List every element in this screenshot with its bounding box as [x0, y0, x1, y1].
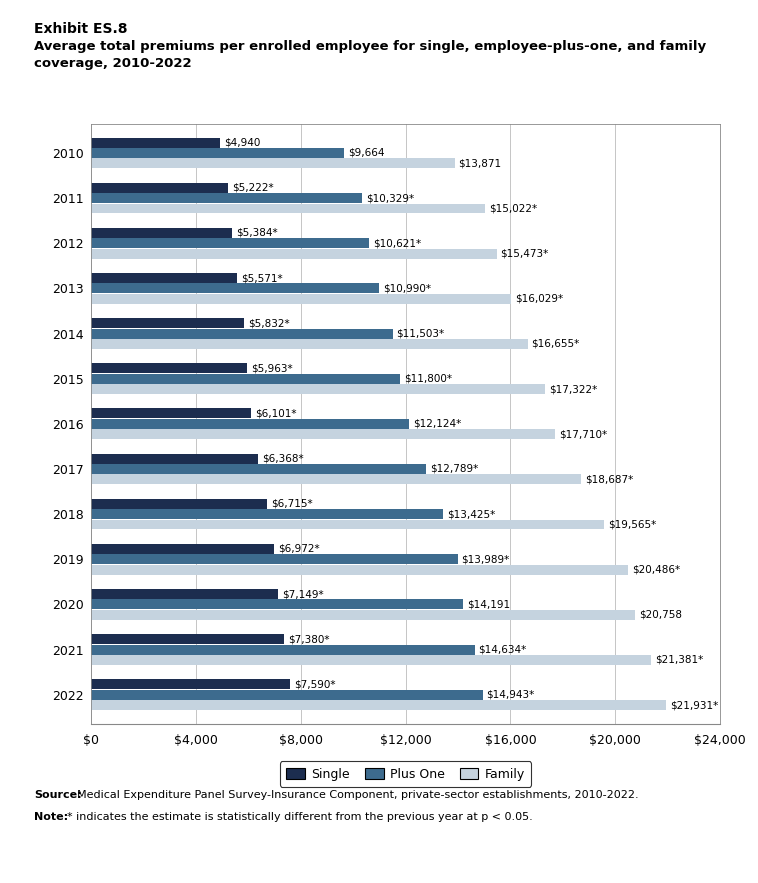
Bar: [91, 645, 475, 654]
Bar: [91, 509, 443, 519]
Bar: [91, 409, 251, 419]
Text: $7,380*: $7,380*: [288, 634, 330, 645]
Bar: [91, 273, 237, 283]
Text: $16,655*: $16,655*: [531, 339, 580, 349]
Text: Source:: Source:: [34, 790, 82, 800]
Bar: [91, 464, 426, 474]
Text: $20,486*: $20,486*: [632, 564, 680, 575]
Bar: [91, 283, 379, 293]
Text: $17,322*: $17,322*: [549, 384, 597, 394]
Text: $20,758: $20,758: [639, 610, 682, 620]
Bar: [91, 519, 604, 530]
Text: $15,473*: $15,473*: [500, 249, 549, 259]
Text: $11,800*: $11,800*: [404, 374, 453, 384]
Bar: [91, 238, 369, 248]
Bar: [91, 318, 244, 328]
Bar: [91, 565, 628, 575]
Text: $10,990*: $10,990*: [383, 283, 431, 293]
Bar: [91, 203, 485, 214]
Text: $7,590*: $7,590*: [294, 679, 335, 690]
Bar: [91, 474, 581, 485]
Bar: [91, 555, 458, 564]
Text: $21,931*: $21,931*: [670, 700, 718, 710]
Bar: [91, 328, 393, 338]
Text: $7,149*: $7,149*: [282, 589, 324, 599]
Text: $5,571*: $5,571*: [241, 273, 283, 283]
Text: $16,029*: $16,029*: [515, 294, 563, 304]
Text: $6,101*: $6,101*: [255, 409, 296, 419]
Text: $6,368*: $6,368*: [262, 454, 303, 464]
Bar: [91, 589, 278, 599]
Text: $5,963*: $5,963*: [251, 363, 293, 374]
Bar: [91, 183, 228, 192]
Bar: [91, 374, 400, 383]
Bar: [91, 384, 545, 394]
Bar: [91, 679, 290, 690]
Text: $17,710*: $17,710*: [559, 429, 607, 439]
Text: $6,972*: $6,972*: [277, 544, 319, 554]
Text: $6,715*: $6,715*: [271, 499, 312, 509]
Text: Exhibit ES.8: Exhibit ES.8: [34, 22, 127, 36]
Text: Medical Expenditure Panel Survey-Insurance Component, private-sector establishme: Medical Expenditure Panel Survey-Insuran…: [77, 790, 639, 800]
Text: $14,191: $14,191: [467, 600, 510, 609]
Bar: [91, 690, 483, 699]
Text: $14,943*: $14,943*: [487, 690, 535, 699]
Bar: [91, 610, 635, 620]
Text: Note:: Note:: [34, 812, 68, 822]
Bar: [91, 600, 463, 609]
Text: Average total premiums per enrolled employee for single, employee-plus-one, and : Average total premiums per enrolled empl…: [34, 40, 706, 70]
Legend: Single, Plus One, Family: Single, Plus One, Family: [280, 761, 531, 787]
Bar: [91, 419, 409, 429]
Bar: [91, 138, 221, 147]
Text: $12,124*: $12,124*: [412, 419, 461, 429]
Text: * indicates the estimate is statistically different from the previous year at p : * indicates the estimate is statisticall…: [67, 812, 532, 822]
Text: $5,222*: $5,222*: [232, 183, 274, 192]
Bar: [91, 700, 666, 710]
Bar: [91, 294, 511, 304]
Text: $5,384*: $5,384*: [236, 228, 277, 238]
Bar: [91, 544, 274, 554]
Text: $13,871: $13,871: [459, 158, 502, 169]
Bar: [91, 158, 455, 169]
Text: $21,381*: $21,381*: [656, 655, 703, 665]
Bar: [91, 634, 284, 645]
Text: $18,687*: $18,687*: [584, 474, 633, 485]
Text: $12,789*: $12,789*: [430, 464, 478, 474]
Bar: [91, 499, 267, 509]
Text: $10,329*: $10,329*: [365, 193, 414, 203]
Bar: [91, 363, 247, 374]
Bar: [91, 193, 362, 203]
Text: $14,634*: $14,634*: [478, 645, 527, 654]
Text: $19,565*: $19,565*: [608, 519, 656, 530]
Bar: [91, 148, 344, 158]
Text: $10,621*: $10,621*: [373, 238, 421, 248]
Bar: [91, 429, 555, 439]
Text: $13,425*: $13,425*: [446, 509, 495, 519]
Bar: [91, 339, 528, 349]
Text: $5,832*: $5,832*: [248, 318, 290, 328]
Text: $15,022*: $15,022*: [489, 203, 537, 214]
Text: $4,940: $4,940: [224, 138, 261, 147]
Text: $11,503*: $11,503*: [396, 328, 444, 338]
Bar: [91, 228, 232, 238]
Bar: [91, 249, 496, 259]
Bar: [91, 655, 651, 665]
Text: $9,664: $9,664: [348, 148, 385, 158]
Text: $13,989*: $13,989*: [462, 555, 510, 564]
Bar: [91, 454, 258, 464]
